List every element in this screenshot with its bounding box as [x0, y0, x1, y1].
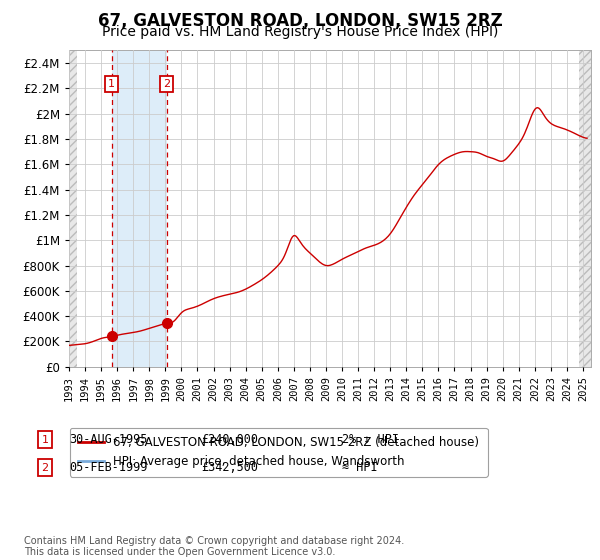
Text: 67, GALVESTON ROAD, LONDON, SW15 2RZ: 67, GALVESTON ROAD, LONDON, SW15 2RZ [98, 12, 502, 30]
Text: 2% ↓ HPI: 2% ↓ HPI [342, 433, 399, 446]
Text: Price paid vs. HM Land Registry's House Price Index (HPI): Price paid vs. HM Land Registry's House … [102, 25, 498, 39]
Bar [112, 50, 167, 367]
Text: ≈ HPI: ≈ HPI [342, 461, 377, 474]
Text: 2: 2 [163, 78, 170, 88]
Text: 2: 2 [41, 463, 49, 473]
Bar [69, 50, 77, 367]
Text: Contains HM Land Registry data © Crown copyright and database right 2024.
This d: Contains HM Land Registry data © Crown c… [24, 535, 404, 557]
Text: 1: 1 [41, 435, 49, 445]
Text: 05-FEB-1999: 05-FEB-1999 [69, 461, 148, 474]
Legend: 67, GALVESTON ROAD, LONDON, SW15 2RZ (detached house), HPI: Average price, detac: 67, GALVESTON ROAD, LONDON, SW15 2RZ (de… [70, 428, 488, 477]
Text: £342,500: £342,500 [201, 461, 258, 474]
Text: 30-AUG-1995: 30-AUG-1995 [69, 433, 148, 446]
Text: £240,000: £240,000 [201, 433, 258, 446]
Text: 1: 1 [108, 78, 115, 88]
Bar [579, 50, 591, 367]
